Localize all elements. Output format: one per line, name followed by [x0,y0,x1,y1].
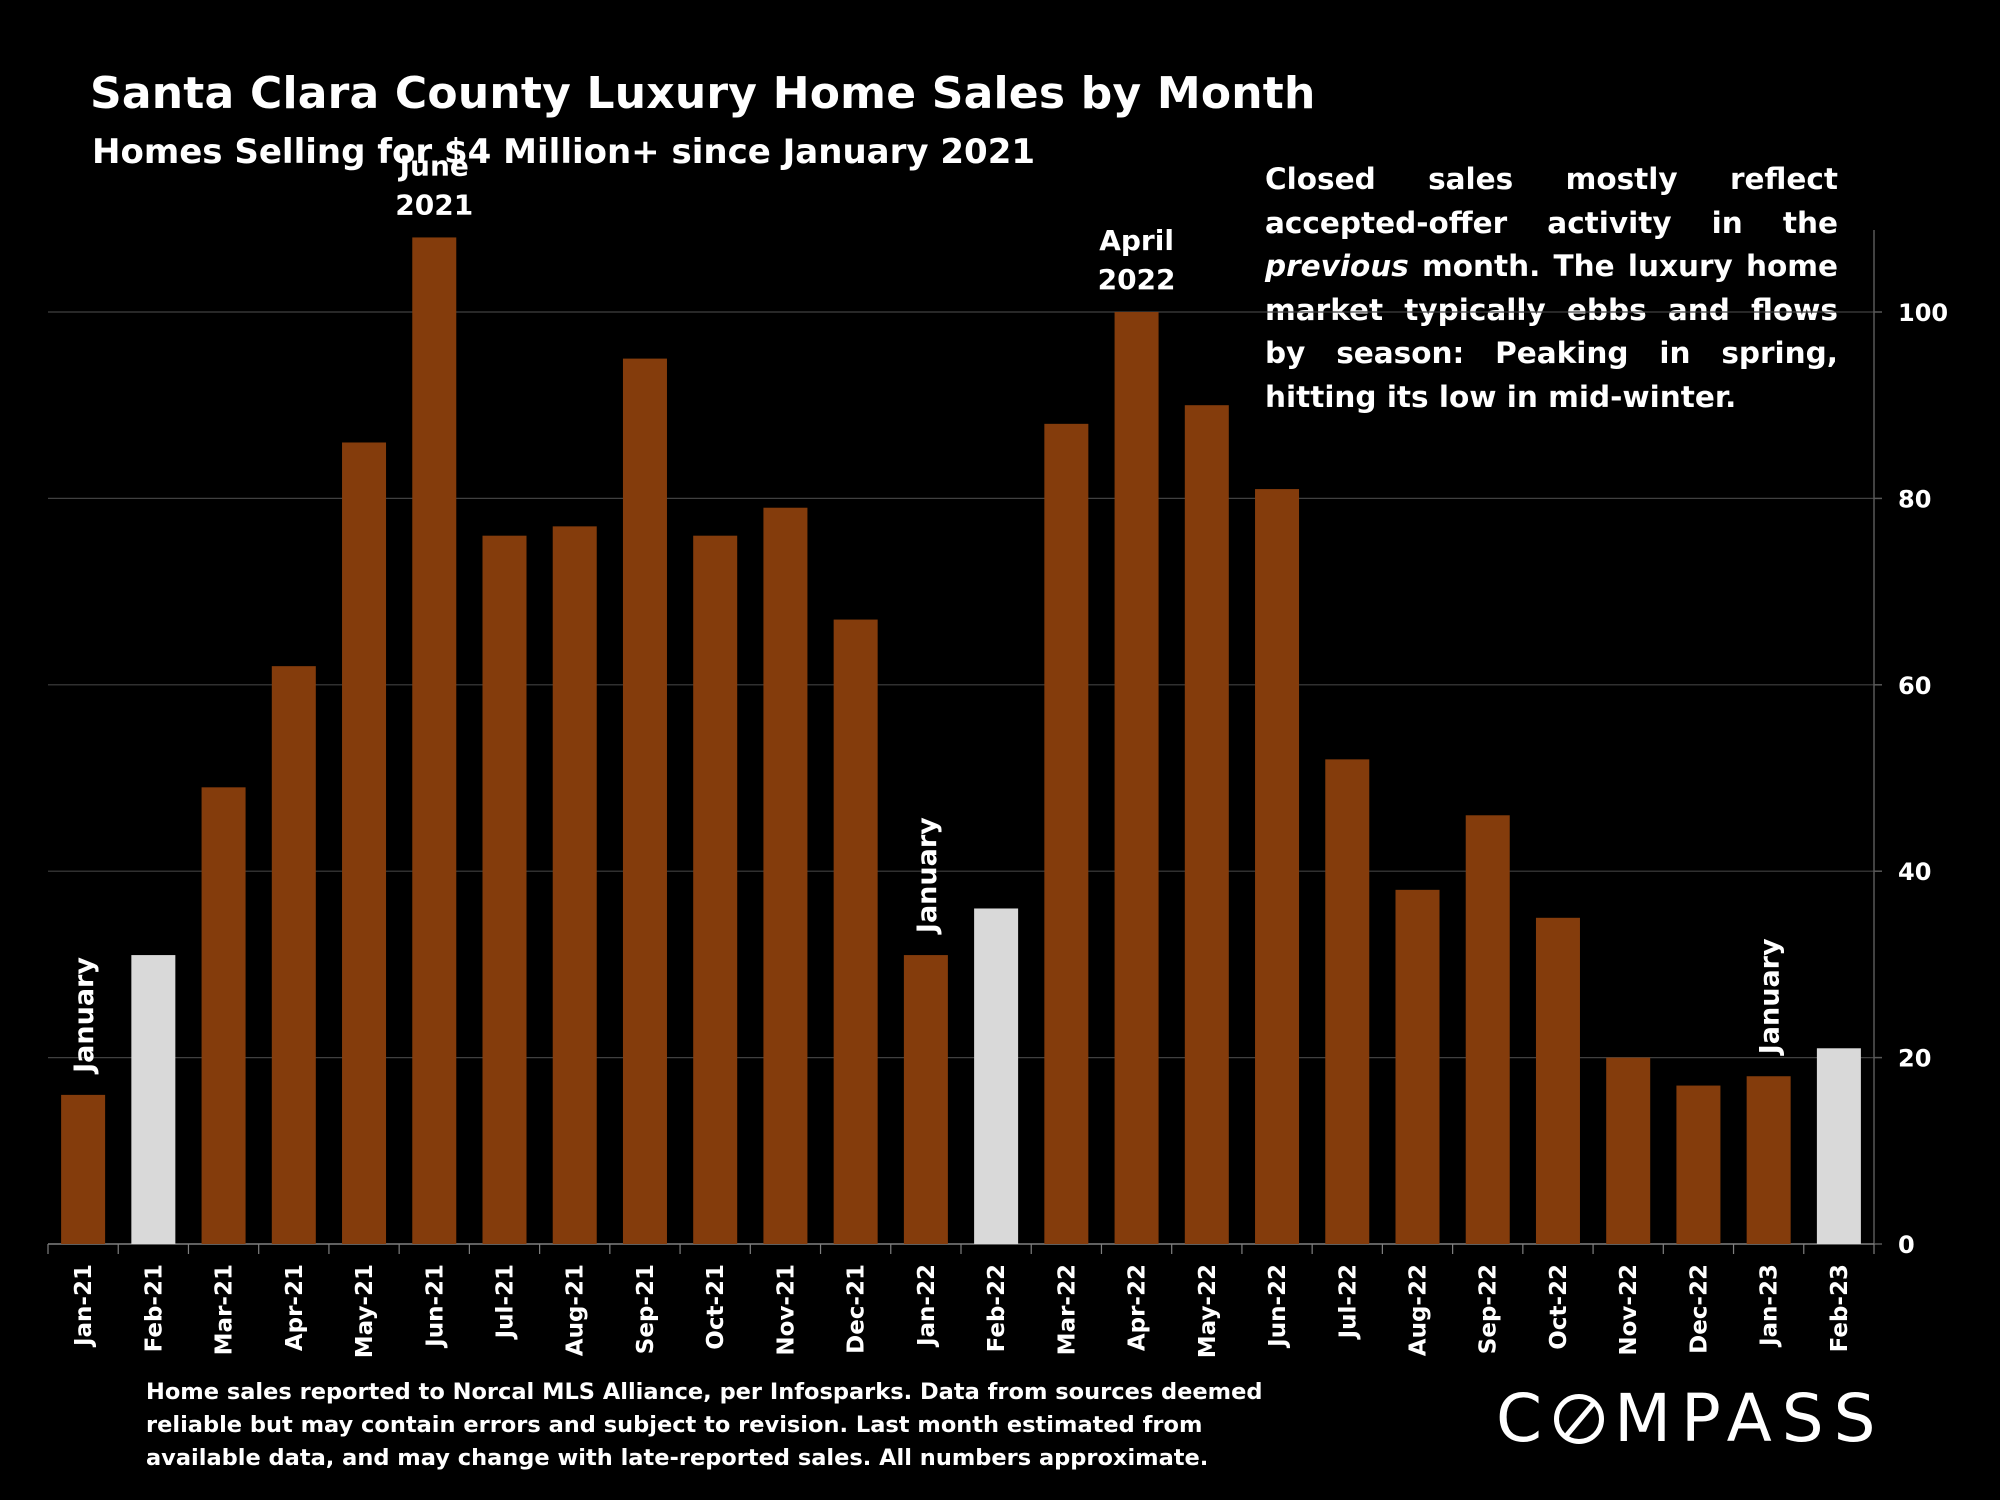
y-tick-label: 60 [1898,672,1931,700]
bar-sep-21 [622,358,667,1245]
note-text-after: month. The luxury home market typically … [1265,249,1838,414]
x-tick-label: Sep-22 [1476,1264,1502,1354]
x-tick-label: Oct-21 [703,1264,729,1350]
bar-aug-22 [1395,889,1440,1244]
bar-jan-22 [903,955,948,1244]
annotation-label: June 2021 [395,149,473,221]
x-tick-label: Feb-21 [141,1264,167,1352]
bar-oct-22 [1535,917,1580,1244]
bar-aug-21 [552,526,597,1244]
x-tick-label: Feb-23 [1827,1264,1853,1352]
x-tick-label: Apr-21 [282,1264,308,1351]
x-tick-label: Nov-22 [1616,1264,1642,1356]
x-tick-label: Dec-21 [844,1264,870,1354]
logo-text-right: MPASS [1614,1380,1886,1457]
chart-subtitle: Homes Selling for $4 Million+ since Janu… [92,132,1036,172]
x-tick-label: Mar-21 [212,1264,238,1355]
annotation-label: April 2022 [1098,224,1176,296]
annotation-label: January [912,817,943,935]
x-tick-label: Aug-21 [563,1264,589,1356]
bar-jun-22 [1255,489,1300,1245]
source-footnote: Home sales reported to Norcal MLS Allian… [146,1379,1263,1471]
x-tick-label: Sep-21 [633,1264,659,1354]
bar-nov-22 [1606,1057,1651,1244]
bar-feb-21 [131,955,176,1244]
bar-jan-21 [61,1094,106,1244]
x-tick-label: Mar-22 [1054,1264,1080,1355]
bar-nov-21 [763,507,808,1245]
compass-logo: C MPASS [1496,1380,1886,1457]
seasonality-note: Closed sales mostly reflect accepted-off… [1265,158,1838,419]
x-tick-label: Jan-21 [71,1264,97,1348]
x-tick-label: Feb-22 [984,1264,1010,1352]
bar-mar-21 [201,787,246,1244]
bar-mar-22 [1044,423,1089,1245]
bar-feb-22 [974,908,1019,1244]
x-tick-label: Apr-22 [1125,1264,1151,1351]
x-tick-label: Jul-22 [1335,1264,1361,1340]
y-tick-label: 20 [1898,1045,1931,1073]
y-tick-label: 40 [1898,858,1931,886]
x-tick-label: May-21 [352,1264,378,1358]
bar-jul-21 [482,535,527,1244]
annotation-label: January [1755,938,1786,1056]
bar-dec-22 [1676,1085,1721,1244]
x-tick-label: Aug-22 [1406,1264,1432,1356]
chart-title: Santa Clara County Luxury Home Sales by … [90,68,1316,119]
logo-text-left: C [1496,1380,1553,1457]
x-tick-label: Jul-21 [493,1264,519,1340]
logo-compass-o-icon [1554,1393,1605,1444]
x-tick-label: Jan-23 [1757,1264,1783,1348]
y-tick-label: 80 [1898,485,1931,513]
x-tick-label: Jan-22 [914,1264,940,1348]
bar-oct-21 [693,535,738,1244]
annotation-label: January [69,957,100,1075]
bar-jun-21 [412,237,457,1244]
y-tick-label: 0 [1898,1231,1915,1259]
x-tick-label: Oct-22 [1546,1264,1572,1350]
bar-apr-21 [271,666,316,1244]
x-tick-label: Nov-21 [773,1264,799,1356]
x-tick-label: May-22 [1195,1264,1221,1358]
x-tick-label: Dec-22 [1686,1264,1712,1354]
bar-may-22 [1184,405,1229,1244]
bar-apr-22 [1114,312,1159,1244]
bar-jan-23 [1746,1076,1791,1244]
x-tick-label: Jun-21 [422,1264,448,1349]
note-text-before: Closed sales mostly reflect accepted-off… [1265,162,1838,240]
bar-jul-22 [1325,759,1370,1244]
x-tick-label: Jun-22 [1265,1264,1291,1349]
y-tick-label: 100 [1898,299,1948,327]
bar-dec-21 [833,619,878,1244]
bar-sep-22 [1465,815,1510,1244]
note-emphasis: previous [1265,249,1409,283]
bar-may-21 [342,442,387,1245]
bar-feb-23 [1816,1048,1861,1244]
